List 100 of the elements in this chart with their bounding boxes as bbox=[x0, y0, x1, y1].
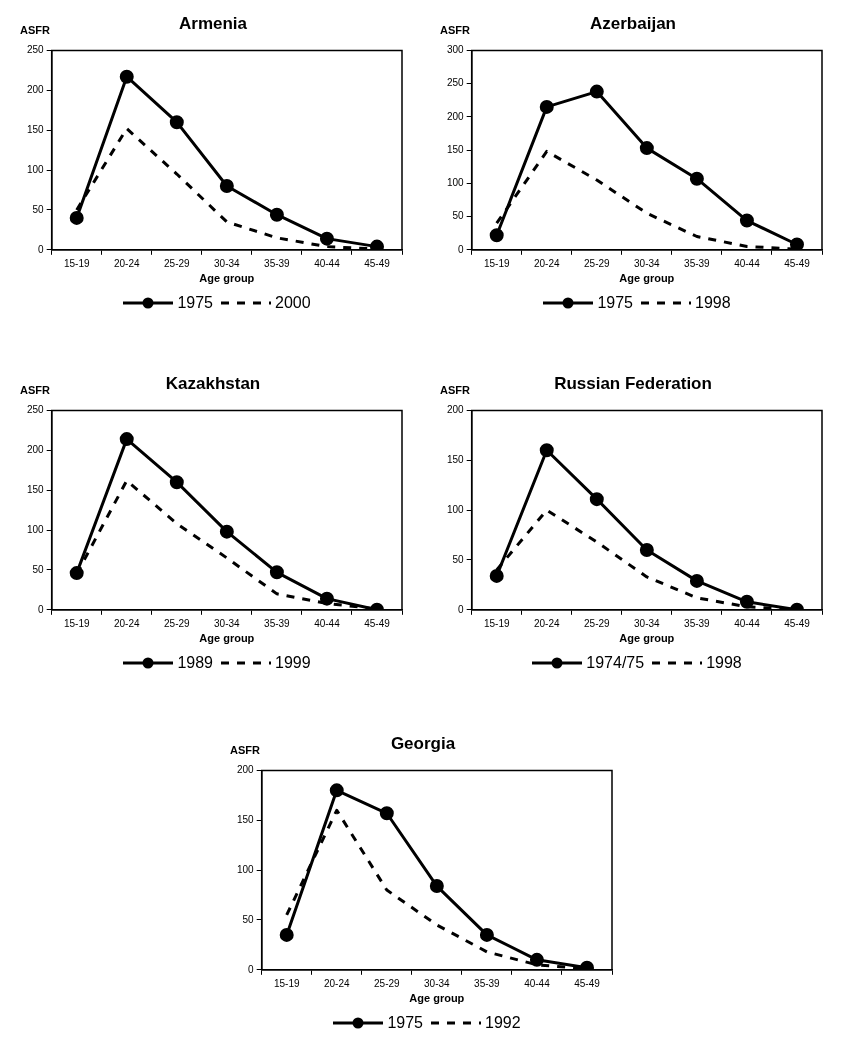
x-tick-label: 45-49 bbox=[574, 977, 601, 989]
y-tick-label: 100 bbox=[27, 163, 45, 175]
y-tick-label: 200 bbox=[447, 110, 465, 122]
x-axis-title: Age group bbox=[409, 992, 465, 1005]
y-tick-label: 0 bbox=[38, 243, 45, 255]
point bbox=[169, 475, 184, 490]
chart-title: Georgia bbox=[390, 733, 456, 753]
x-axis-title: Age group bbox=[619, 272, 675, 285]
y-tick-label: 0 bbox=[458, 603, 465, 615]
y-tick-label: 100 bbox=[27, 523, 45, 535]
x-tick-label: 30-34 bbox=[634, 617, 661, 629]
x-tick-label: 15-19 bbox=[483, 257, 510, 269]
x-tick-label: 45-49 bbox=[364, 617, 391, 629]
x-tick-label: 15-19 bbox=[63, 257, 90, 269]
point bbox=[329, 783, 344, 798]
point bbox=[319, 591, 334, 606]
x-tick-label: 40-44 bbox=[314, 617, 341, 629]
x-tick-label: 30-34 bbox=[214, 617, 241, 629]
point bbox=[119, 432, 134, 447]
x-tick-label: 40-44 bbox=[524, 977, 551, 989]
x-axis-title: Age group bbox=[199, 632, 255, 645]
point bbox=[119, 69, 134, 84]
legend-label: 1992 bbox=[485, 1014, 521, 1032]
x-tick-label: 15-19 bbox=[273, 977, 300, 989]
point bbox=[739, 594, 754, 609]
y-tick-label: 50 bbox=[242, 913, 255, 925]
point bbox=[589, 84, 604, 99]
legend-label: 1975 bbox=[597, 294, 633, 312]
x-tick-label: 45-49 bbox=[364, 257, 391, 269]
x-tick-label: 30-34 bbox=[424, 977, 451, 989]
legend-label: 2000 bbox=[275, 294, 311, 312]
y-tick-label: 200 bbox=[237, 764, 255, 776]
point bbox=[219, 524, 234, 539]
y-tick-label: 100 bbox=[447, 503, 465, 515]
chart-title: Russian Federation bbox=[554, 373, 712, 393]
x-tick-label: 40-44 bbox=[314, 257, 341, 269]
x-axis-title: Age group bbox=[199, 272, 255, 285]
x-tick-label: 30-34 bbox=[214, 257, 241, 269]
point bbox=[689, 171, 704, 186]
point bbox=[639, 542, 654, 557]
y-axis-title: ASFR bbox=[440, 383, 470, 396]
y-tick-label: 150 bbox=[237, 814, 255, 825]
point bbox=[429, 879, 444, 894]
point bbox=[319, 231, 334, 246]
x-tick-label: 25-29 bbox=[374, 977, 401, 989]
point bbox=[69, 210, 84, 225]
chart-title: Kazakhstan bbox=[165, 373, 261, 393]
x-tick-label: 20-24 bbox=[323, 977, 350, 989]
y-tick-label: 50 bbox=[32, 563, 45, 575]
y-tick-label: 200 bbox=[447, 404, 465, 416]
point bbox=[639, 141, 654, 156]
legend-label: 1975 bbox=[387, 1014, 423, 1032]
x-tick-label: 25-29 bbox=[584, 257, 611, 269]
y-tick-label: 250 bbox=[447, 77, 465, 89]
point bbox=[269, 207, 284, 222]
x-tick-label: 25-29 bbox=[164, 257, 191, 269]
point bbox=[219, 178, 234, 193]
x-tick-label: 20-24 bbox=[113, 257, 140, 269]
point bbox=[269, 565, 284, 580]
y-tick-label: 150 bbox=[27, 483, 45, 495]
legend-label: 1998 bbox=[706, 654, 742, 672]
y-tick-label: 300 bbox=[447, 44, 465, 56]
y-tick-label: 200 bbox=[27, 84, 45, 96]
y-axis-title: ASFR bbox=[20, 23, 50, 36]
x-tick-label: 20-24 bbox=[533, 257, 560, 269]
point bbox=[789, 237, 804, 250]
y-tick-label: 150 bbox=[447, 143, 465, 155]
point bbox=[689, 573, 704, 588]
y-tick-label: 250 bbox=[27, 44, 45, 56]
x-tick-label: 20-24 bbox=[113, 617, 140, 629]
point bbox=[529, 952, 544, 967]
y-axis-title: ASFR bbox=[230, 743, 260, 756]
x-tick-label: 35-39 bbox=[684, 617, 711, 629]
y-tick-label: 200 bbox=[27, 444, 45, 456]
x-tick-label: 35-39 bbox=[264, 257, 291, 269]
point bbox=[739, 213, 754, 228]
y-axis-title: ASFR bbox=[440, 23, 470, 36]
y-tick-label: 0 bbox=[248, 963, 255, 975]
point bbox=[479, 927, 494, 942]
y-tick-label: 100 bbox=[237, 863, 255, 875]
x-tick-label: 40-44 bbox=[734, 257, 761, 269]
chart-title: Armenia bbox=[178, 13, 248, 33]
x-tick-label: 15-19 bbox=[63, 617, 90, 629]
y-tick-label: 0 bbox=[38, 603, 45, 615]
y-tick-label: 150 bbox=[447, 454, 465, 465]
legend-label: 1989 bbox=[177, 654, 213, 672]
x-tick-label: 45-49 bbox=[784, 617, 811, 629]
x-tick-label: 35-39 bbox=[474, 977, 501, 989]
legend-label: 1999 bbox=[275, 654, 311, 672]
y-tick-label: 100 bbox=[447, 177, 465, 189]
point bbox=[539, 99, 554, 114]
point bbox=[539, 443, 554, 458]
y-tick-label: 250 bbox=[27, 404, 45, 416]
x-tick-label: 30-34 bbox=[634, 257, 661, 269]
point bbox=[379, 806, 394, 821]
point bbox=[169, 115, 184, 130]
x-tick-label: 25-29 bbox=[584, 617, 611, 629]
point bbox=[589, 492, 604, 507]
x-axis-title: Age group bbox=[619, 632, 675, 645]
x-tick-label: 35-39 bbox=[684, 257, 711, 269]
